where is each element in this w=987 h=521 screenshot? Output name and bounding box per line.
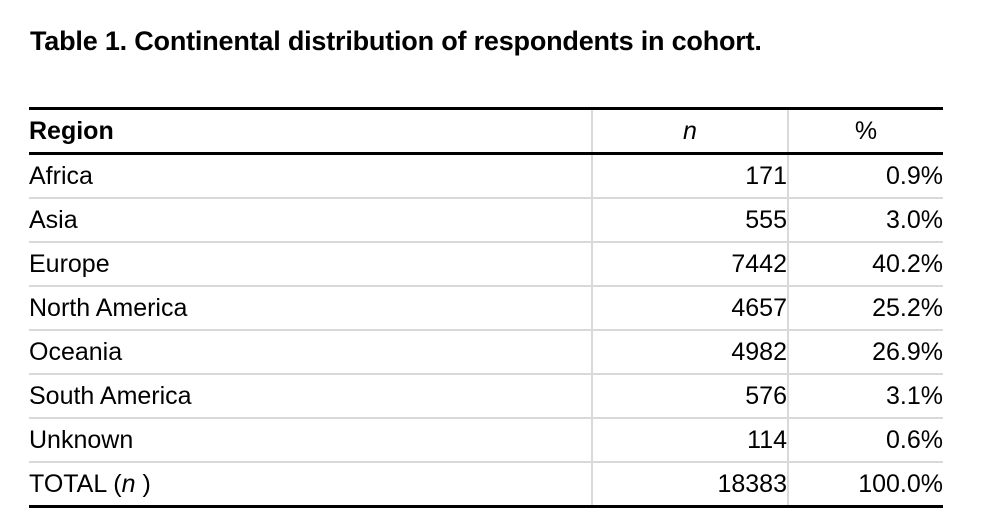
table-row: Asia 555 3.0% — [29, 198, 943, 243]
count-cell: 7442 — [591, 242, 788, 287]
table-row: Europe 7442 40.2% — [29, 242, 943, 287]
region-cell: Unknown — [29, 418, 592, 463]
header-percent: % — [787, 108, 943, 155]
total-percent-cell: 100.0% — [787, 461, 943, 508]
region-cell: South America — [29, 374, 592, 419]
region-cell: Oceania — [29, 330, 592, 375]
total-row: TOTAL (n ) 18383 100.0% — [29, 461, 943, 508]
total-label: TOTAL (n ) — [29, 461, 592, 508]
region-cell: North America — [29, 286, 592, 331]
region-cell: Europe — [29, 242, 592, 287]
count-cell: 114 — [591, 418, 788, 463]
count-cell: 4657 — [591, 286, 788, 331]
table-row: Oceania 4982 26.9% — [29, 330, 943, 375]
region-cell: Africa — [29, 153, 592, 199]
table-caption: Table 1. Continental distribution of res… — [30, 26, 762, 56]
count-cell: 576 — [591, 374, 788, 419]
table-row: Unknown 114 0.6% — [29, 418, 943, 463]
percent-cell: 3.0% — [787, 198, 943, 243]
total-label-prefix: TOTAL ( — [29, 469, 122, 498]
table-row: Africa 171 0.9% — [29, 153, 943, 199]
total-label-variable: n — [121, 469, 136, 498]
count-cell: 555 — [591, 198, 788, 243]
table-row: North America 4657 25.2% — [29, 286, 943, 331]
header-region: Region — [29, 108, 592, 155]
percent-cell: 40.2% — [787, 242, 943, 287]
percent-cell: 26.9% — [787, 330, 943, 375]
percent-cell: 0.6% — [787, 418, 943, 463]
total-label-suffix: ) — [135, 469, 151, 498]
count-cell: 4982 — [591, 330, 788, 375]
table-row: South America 576 3.1% — [29, 374, 943, 419]
percent-cell: 3.1% — [787, 374, 943, 419]
count-cell: 171 — [591, 153, 788, 199]
region-cell: Asia — [29, 198, 592, 243]
header-n: n — [591, 108, 788, 155]
region-distribution-table: Region n % Africa 171 0.9% Asia 555 3.0%… — [29, 107, 943, 508]
percent-cell: 0.9% — [787, 153, 943, 199]
percent-cell: 25.2% — [787, 286, 943, 331]
header-row: Region n % — [29, 108, 943, 155]
total-count-cell: 18383 — [591, 461, 788, 508]
